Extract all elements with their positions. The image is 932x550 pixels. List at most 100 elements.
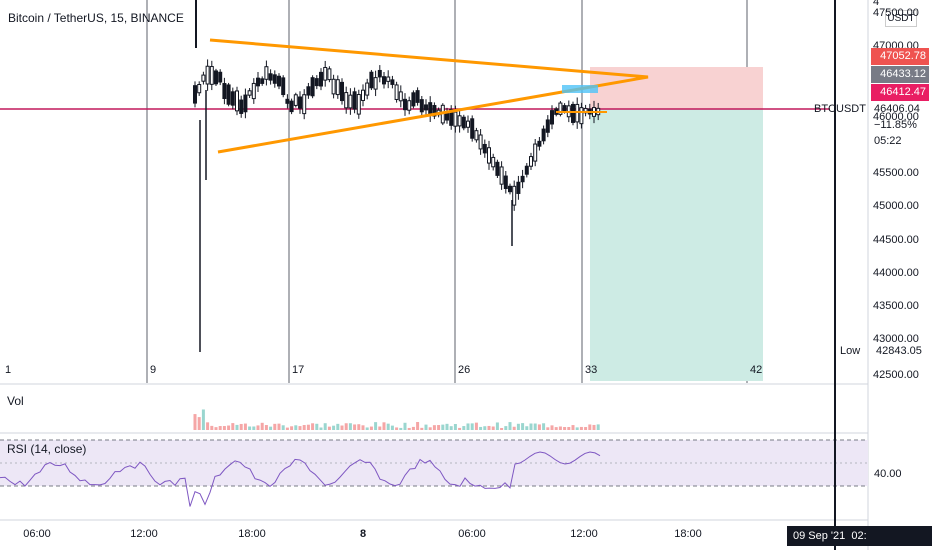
volume-bar [445, 423, 449, 430]
volume-bar [206, 422, 210, 430]
candle-body [571, 103, 575, 123]
candle-body [398, 91, 403, 102]
rsi-pane-label[interactable]: RSI (14, close) [7, 442, 87, 456]
volume-bar [290, 426, 294, 430]
candle-body [289, 100, 294, 113]
triangle-outline[interactable] [209, 38, 649, 154]
volume-bar [332, 425, 336, 430]
candle-body [394, 84, 399, 100]
bar-countdown: 05:22 [874, 135, 902, 147]
volume-pane-label[interactable]: Vol [7, 394, 24, 408]
candle-body [201, 74, 206, 82]
volume-bar [437, 425, 441, 430]
rsi-band [0, 440, 868, 486]
currency-label[interactable]: USDT [885, 10, 917, 27]
price-tick: 44500.00 [873, 234, 919, 246]
volume-bar [248, 426, 252, 430]
price-tick: 43000.00 [873, 333, 919, 345]
volume-bar [424, 424, 428, 430]
candle-body [503, 175, 508, 189]
candle-body [348, 94, 353, 109]
volume-bar [584, 427, 588, 430]
volume-bar [227, 425, 231, 430]
candle-body [537, 140, 542, 147]
candle-body [302, 94, 307, 115]
candle-body [260, 78, 265, 84]
candle-body [314, 78, 319, 87]
candle-body [533, 143, 538, 162]
volume-bar [542, 423, 546, 430]
candle-body [306, 86, 311, 96]
candle-body [340, 81, 344, 102]
candle-body [491, 156, 496, 168]
candle-body [298, 96, 302, 109]
time-tick: 8 [359, 528, 367, 540]
bar-number-label: 26 [458, 364, 471, 376]
volume-bar [458, 427, 462, 430]
volume-bar [277, 423, 281, 430]
candle-body [235, 90, 239, 112]
volume-bar [222, 426, 226, 430]
candle-body [520, 175, 525, 183]
volume-bar [449, 426, 453, 430]
volume-bar [294, 425, 298, 430]
volume-bar [260, 422, 264, 430]
candle-body [205, 65, 210, 85]
volume-bar [563, 427, 567, 430]
time-tick: 18:00 [674, 528, 702, 540]
price-tick: 45000.00 [873, 200, 919, 212]
candle-body [272, 74, 277, 84]
candle-body [487, 147, 491, 164]
candle-body [197, 84, 202, 94]
volume-bar [500, 427, 504, 430]
candle-body [470, 118, 475, 139]
volume-bar [466, 423, 470, 430]
volume-bar [411, 426, 415, 430]
volume-bar [407, 427, 411, 430]
volume-bar [521, 423, 525, 430]
cursor-date-label: 09 Sep '21 02: [787, 526, 932, 546]
triangle-drawing[interactable] [209, 38, 649, 154]
candle-body [541, 128, 546, 142]
bar-number-label: 1 [5, 364, 12, 376]
volume-bar [323, 423, 327, 430]
volume-bar [470, 423, 474, 430]
candle-body [377, 69, 382, 78]
candle-body [449, 109, 454, 126]
candle-body [403, 98, 407, 111]
volume-bar [273, 423, 277, 430]
volume-bar [453, 424, 457, 430]
candle-body [268, 73, 273, 81]
chart-title[interactable]: Bitcoin / TetherUS, 15, BINANCE [8, 11, 184, 25]
volume-bar [353, 424, 357, 430]
candle-body [415, 90, 420, 103]
volume-bar [319, 427, 323, 430]
volume-bar [416, 422, 420, 430]
candle-body [529, 156, 533, 167]
time-tick: 18:00 [238, 528, 266, 540]
candle-body [319, 71, 323, 87]
candle-body [356, 94, 361, 115]
price-tick: 45500.00 [873, 167, 919, 179]
entry-marker[interactable] [562, 85, 598, 93]
price-tick: 47500.00 [873, 7, 919, 19]
bar-number-label: 9 [150, 364, 157, 376]
candle-body [373, 77, 378, 90]
take-profit-zone[interactable] [590, 109, 763, 381]
volume-bar [344, 423, 348, 430]
candle-body [558, 102, 563, 115]
candle-body [243, 94, 248, 113]
volume-bar [357, 424, 361, 430]
volume-bar [550, 425, 554, 430]
candle-body [386, 76, 391, 82]
candle-body [323, 66, 328, 81]
candle-body [390, 79, 395, 85]
volume-bar [285, 427, 289, 430]
time-tick: 12:00 [570, 528, 598, 540]
candle-body [193, 85, 197, 104]
candle-body [411, 92, 416, 107]
candle-body [516, 181, 521, 194]
volume-bar [210, 425, 214, 430]
volume-bar [231, 423, 235, 430]
